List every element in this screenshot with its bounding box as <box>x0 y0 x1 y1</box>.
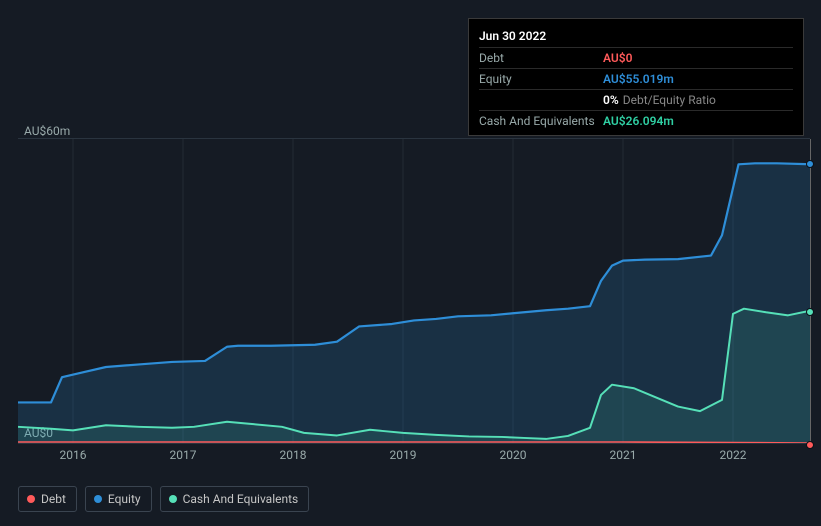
legend-item-cash[interactable]: Cash And Equivalents <box>160 486 310 512</box>
tooltip-row-cash: Cash And Equivalents AU$26.094m <box>479 110 793 131</box>
chart-legend: Debt Equity Cash And Equivalents <box>18 486 309 512</box>
tooltip-value: 0% Debt/Equity Ratio <box>603 93 793 107</box>
tooltip-label: Cash And Equivalents <box>479 114 603 128</box>
legend-label: Cash And Equivalents <box>183 492 299 506</box>
x-axis-tick: 2018 <box>280 448 307 462</box>
tooltip-value: AU$0 <box>603 51 793 65</box>
x-axis: 2016 2017 2018 2019 2020 2021 2022 <box>18 448 810 468</box>
legend-dot-icon <box>27 495 35 503</box>
chart-tooltip: Jun 30 2022 Debt AU$0 Equity AU$55.019m … <box>468 18 804 136</box>
tooltip-label: Equity <box>479 72 603 86</box>
tooltip-label: Debt <box>479 51 603 65</box>
tooltip-ratio-sub: Debt/Equity Ratio <box>623 93 716 107</box>
tooltip-row-equity: Equity AU$55.019m <box>479 68 793 89</box>
x-axis-tick: 2022 <box>720 448 747 462</box>
legend-dot-icon <box>94 495 102 503</box>
tooltip-ratio-pct: 0% <box>603 93 619 107</box>
y-axis-label-max: AU$60m <box>24 124 70 138</box>
marker-cash <box>806 308 814 316</box>
tooltip-value: AU$26.094m <box>603 114 793 128</box>
tooltip-row-debt: Debt AU$0 <box>479 47 793 68</box>
x-axis-tick: 2017 <box>170 448 197 462</box>
chart-plot-area[interactable] <box>18 138 810 444</box>
chart-svg <box>18 139 810 443</box>
marker-equity <box>806 160 814 168</box>
legend-label: Equity <box>108 492 141 506</box>
x-axis-tick: 2021 <box>610 448 637 462</box>
tooltip-date: Jun 30 2022 <box>479 25 793 47</box>
tooltip-value: AU$55.019m <box>603 72 793 86</box>
x-axis-tick: 2016 <box>60 448 87 462</box>
x-axis-tick: 2020 <box>500 448 527 462</box>
tooltip-row-ratio: 0% Debt/Equity Ratio <box>479 89 793 110</box>
hover-line <box>810 139 811 443</box>
x-axis-tick: 2019 <box>390 448 417 462</box>
legend-dot-icon <box>169 495 177 503</box>
legend-label: Debt <box>41 492 66 506</box>
tooltip-label <box>479 93 603 107</box>
legend-item-equity[interactable]: Equity <box>85 486 152 512</box>
legend-item-debt[interactable]: Debt <box>18 486 77 512</box>
